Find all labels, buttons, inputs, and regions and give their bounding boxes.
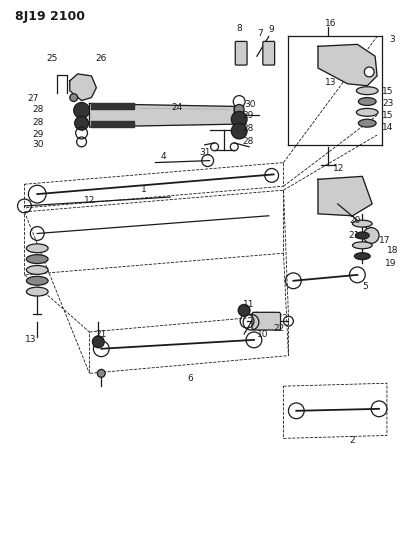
Text: 21: 21	[349, 231, 360, 240]
Text: 13: 13	[325, 78, 337, 87]
Ellipse shape	[358, 119, 376, 127]
Ellipse shape	[358, 98, 376, 106]
Text: 28: 28	[33, 118, 44, 127]
Circle shape	[74, 102, 89, 118]
Polygon shape	[89, 103, 234, 127]
Text: 28: 28	[242, 124, 253, 133]
Circle shape	[231, 111, 247, 127]
Text: 12: 12	[333, 164, 344, 173]
Text: 29: 29	[33, 130, 44, 139]
Polygon shape	[318, 44, 377, 86]
Circle shape	[234, 104, 244, 114]
Circle shape	[364, 67, 374, 77]
Text: 15: 15	[382, 87, 393, 96]
Ellipse shape	[27, 276, 48, 285]
Ellipse shape	[355, 232, 369, 239]
Ellipse shape	[27, 255, 48, 263]
Text: 5: 5	[362, 282, 368, 291]
Text: 2: 2	[350, 436, 355, 445]
FancyBboxPatch shape	[263, 42, 274, 65]
Ellipse shape	[356, 108, 378, 116]
Circle shape	[92, 336, 104, 348]
Ellipse shape	[27, 287, 48, 296]
Ellipse shape	[353, 220, 372, 227]
Text: 27: 27	[28, 94, 39, 103]
Text: 10: 10	[257, 330, 268, 340]
Text: 23: 23	[382, 99, 393, 108]
Text: 1: 1	[141, 184, 147, 193]
Text: 7: 7	[257, 29, 263, 38]
Text: 30: 30	[244, 100, 256, 109]
Ellipse shape	[356, 87, 378, 95]
Text: 6: 6	[187, 374, 193, 383]
FancyBboxPatch shape	[235, 42, 247, 65]
Ellipse shape	[27, 265, 48, 274]
Text: 9: 9	[269, 25, 274, 34]
Text: 24: 24	[172, 103, 183, 112]
Text: 28: 28	[242, 138, 253, 147]
Text: 30: 30	[33, 140, 44, 149]
Text: 8: 8	[236, 24, 242, 33]
Text: 15: 15	[382, 111, 393, 120]
Text: 19: 19	[385, 259, 397, 268]
Text: 17: 17	[379, 236, 391, 245]
Text: 20: 20	[349, 216, 361, 225]
Circle shape	[98, 369, 105, 377]
Text: 22: 22	[273, 324, 284, 333]
Circle shape	[75, 116, 89, 130]
Text: 3: 3	[389, 35, 395, 44]
Text: 12: 12	[83, 197, 95, 206]
FancyBboxPatch shape	[252, 312, 280, 330]
Ellipse shape	[27, 244, 48, 253]
Polygon shape	[318, 176, 372, 216]
Text: 29: 29	[242, 111, 253, 120]
Text: 31: 31	[200, 148, 211, 157]
Text: 8J19 2100: 8J19 2100	[15, 10, 85, 23]
Text: 28: 28	[33, 105, 44, 114]
Text: 26: 26	[96, 54, 107, 63]
Circle shape	[363, 228, 379, 244]
Circle shape	[70, 94, 78, 101]
Text: 16: 16	[325, 19, 337, 28]
Text: 13: 13	[25, 335, 36, 344]
Text: 21: 21	[96, 330, 107, 340]
Text: 14: 14	[382, 123, 393, 132]
Text: 4: 4	[160, 152, 166, 161]
Circle shape	[238, 304, 250, 316]
Text: 11: 11	[243, 300, 255, 309]
Polygon shape	[70, 74, 96, 101]
Text: 25: 25	[46, 54, 58, 63]
Text: 18: 18	[387, 246, 399, 255]
Ellipse shape	[354, 253, 370, 260]
Ellipse shape	[353, 242, 372, 249]
Circle shape	[231, 123, 247, 139]
